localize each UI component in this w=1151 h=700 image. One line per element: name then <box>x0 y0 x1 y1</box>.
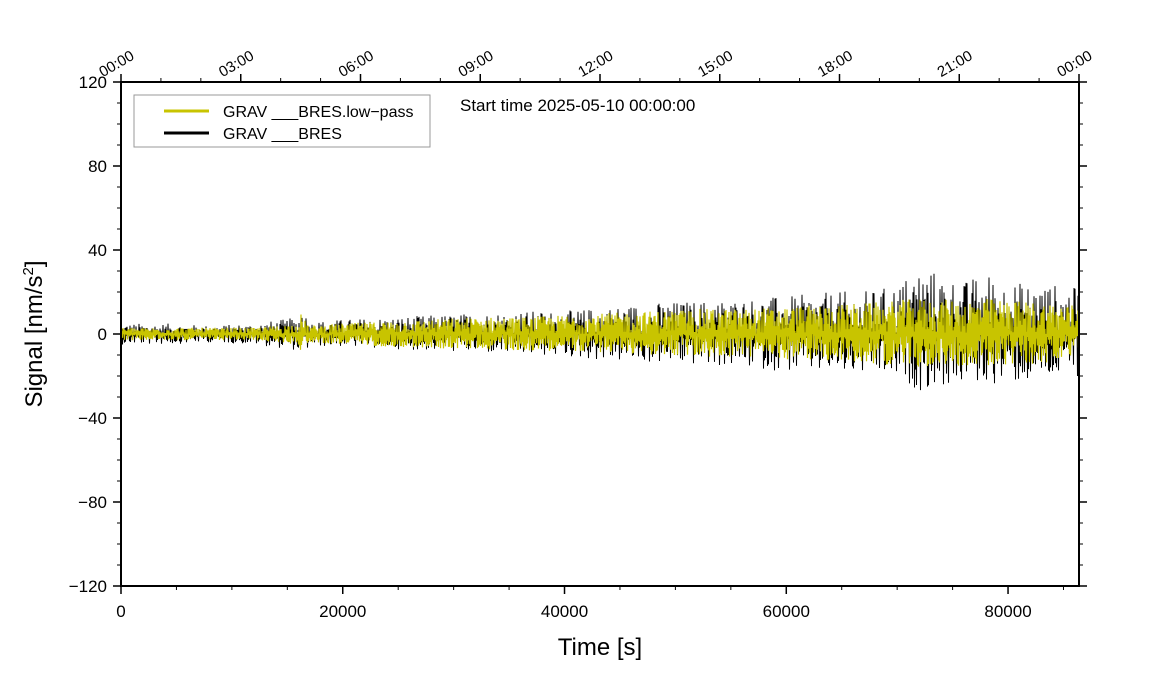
y-tick-label: 80 <box>88 157 107 176</box>
y-tick-label: −120 <box>69 577 107 596</box>
y-tick-label: 40 <box>88 241 107 260</box>
x-tick-label: 40000 <box>541 602 588 621</box>
legend-box <box>133 94 431 148</box>
top-tick-label: 15:00 <box>695 47 736 80</box>
y-tick-label: 120 <box>79 73 107 92</box>
x-tick-label: 0 <box>116 602 125 621</box>
start-time-annotation: Start time 2025-05-10 00:00:00 <box>460 96 695 115</box>
y-tick-label: 0 <box>98 325 107 344</box>
legend-label-raw: GRAV ___BRES <box>223 126 342 143</box>
y-axis-title: Signal [nm/s2] <box>20 260 48 407</box>
y-axis-title-sup: 2 <box>20 267 37 275</box>
top-tick-label: 03:00 <box>216 47 257 80</box>
top-tick-label: 00:00 <box>1054 47 1095 80</box>
top-tick-label: 21:00 <box>934 47 975 80</box>
plot-frame <box>120 81 1080 587</box>
x-axis-title: Time [s] <box>558 634 642 661</box>
top-tick-label: 00:00 <box>96 47 137 80</box>
y-tick-label: −40 <box>78 409 107 428</box>
x-tick-label: 20000 <box>319 602 366 621</box>
legend: GRAV ___BRES.low−pass GRAV ___BRES <box>133 94 431 148</box>
top-tick-label: 09:00 <box>455 47 496 80</box>
y-tick-label: −80 <box>78 493 107 512</box>
series-line-lowpass <box>120 298 1080 367</box>
series-layer <box>120 273 1080 391</box>
x-tick-label: 60000 <box>763 602 810 621</box>
top-tick-label: 06:00 <box>336 47 377 80</box>
y-axis-title-end: ] <box>21 260 48 267</box>
top-tick-label: 12:00 <box>575 47 616 80</box>
top-tick-label: 18:00 <box>815 47 856 80</box>
legend-label-lowpass: GRAV ___BRES.low−pass <box>223 104 413 121</box>
y-axis-title-main: Signal [nm/s <box>21 275 48 407</box>
x-tick-label: 80000 <box>984 602 1031 621</box>
